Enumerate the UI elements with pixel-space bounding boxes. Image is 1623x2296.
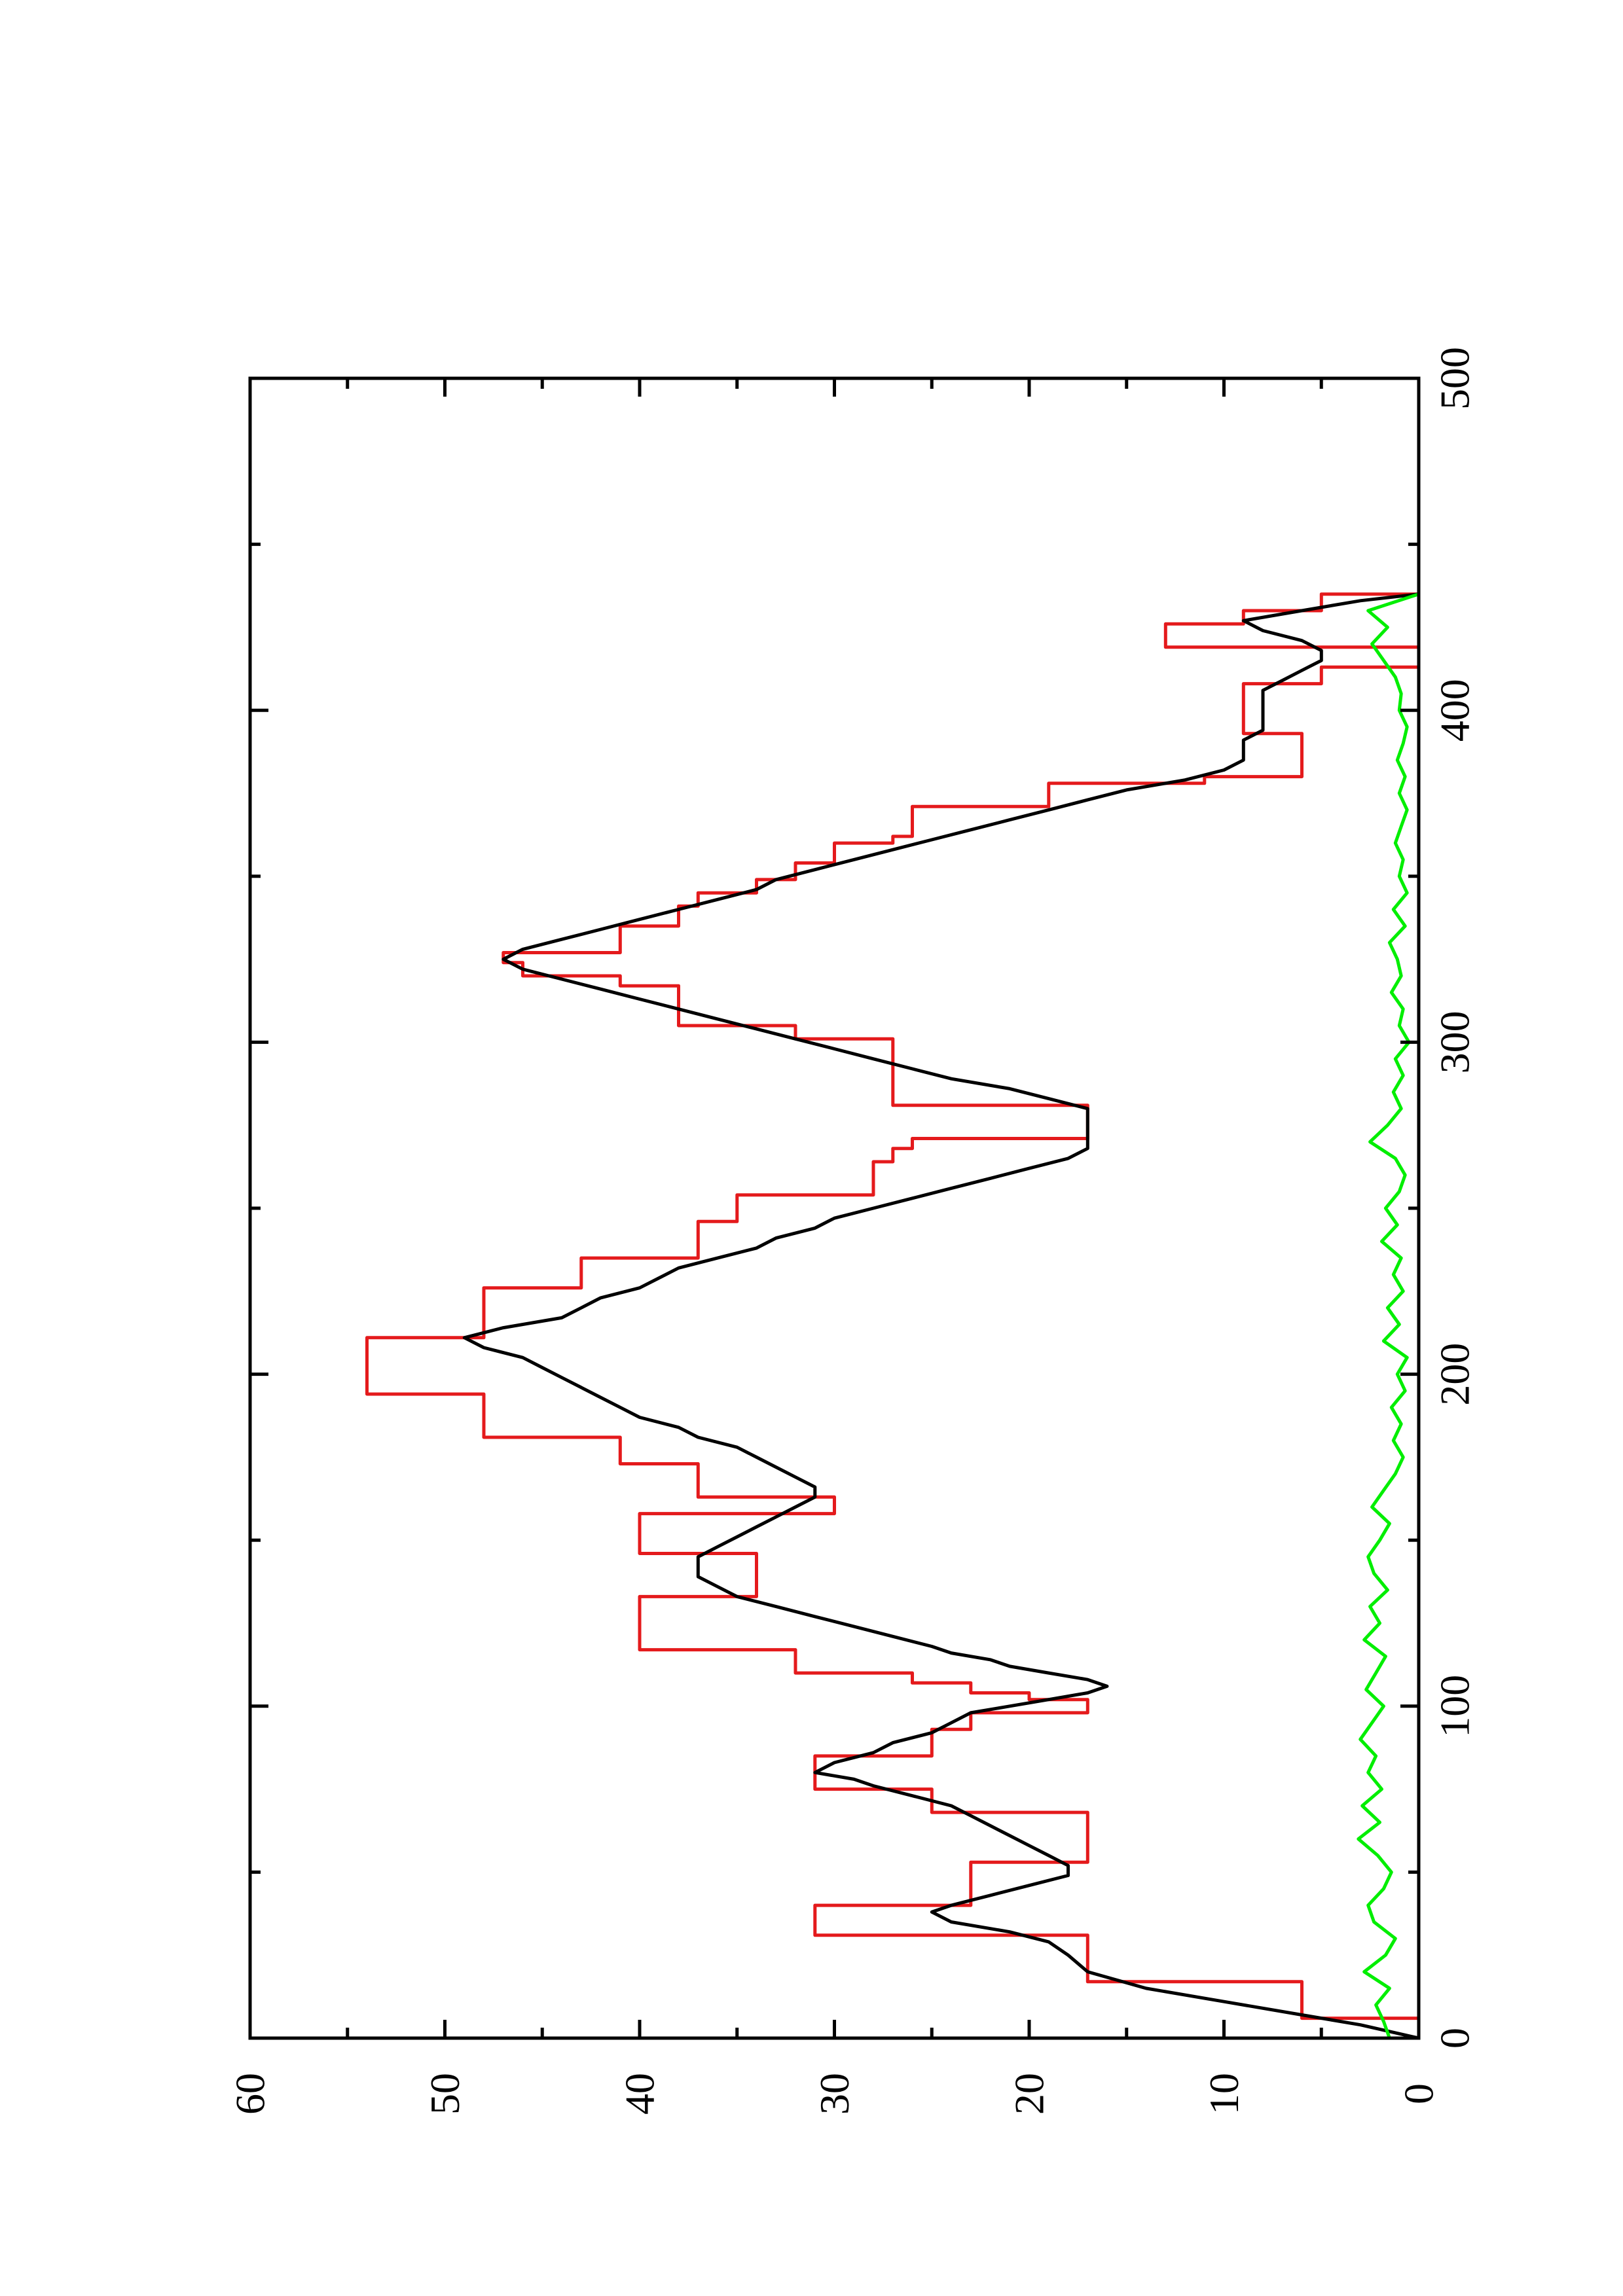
y-tick-label: 10 bbox=[1201, 2073, 1247, 2115]
series-line-1 bbox=[365, 592, 1421, 2038]
plot-frame bbox=[248, 376, 1421, 2040]
x-tick-label: 400 bbox=[1432, 679, 1478, 742]
y-tick-label: 40 bbox=[617, 2073, 663, 2115]
x-tick-label: 500 bbox=[1432, 347, 1478, 410]
series-line-3 bbox=[1357, 592, 1419, 2039]
label-layer: 0 100 200 300 400 500 0 10 20 30 40 50 60 bbox=[227, 347, 1478, 2115]
y-tick-label: 60 bbox=[227, 2073, 274, 2115]
y-tick-label: 50 bbox=[422, 2073, 468, 2115]
x-tick-label: 0 bbox=[1432, 2028, 1478, 2049]
series-layer bbox=[365, 592, 1421, 2040]
x-tick-label: 100 bbox=[1432, 1675, 1478, 1738]
y-tick-label: 30 bbox=[811, 2073, 858, 2115]
x-tick-label: 200 bbox=[1432, 1343, 1478, 1406]
y-tick-label: 0 bbox=[1396, 2083, 1442, 2104]
y-tick-label: 20 bbox=[1006, 2073, 1053, 2115]
x-tick-label: 300 bbox=[1432, 1011, 1478, 1073]
series-line-2 bbox=[462, 592, 1419, 2040]
